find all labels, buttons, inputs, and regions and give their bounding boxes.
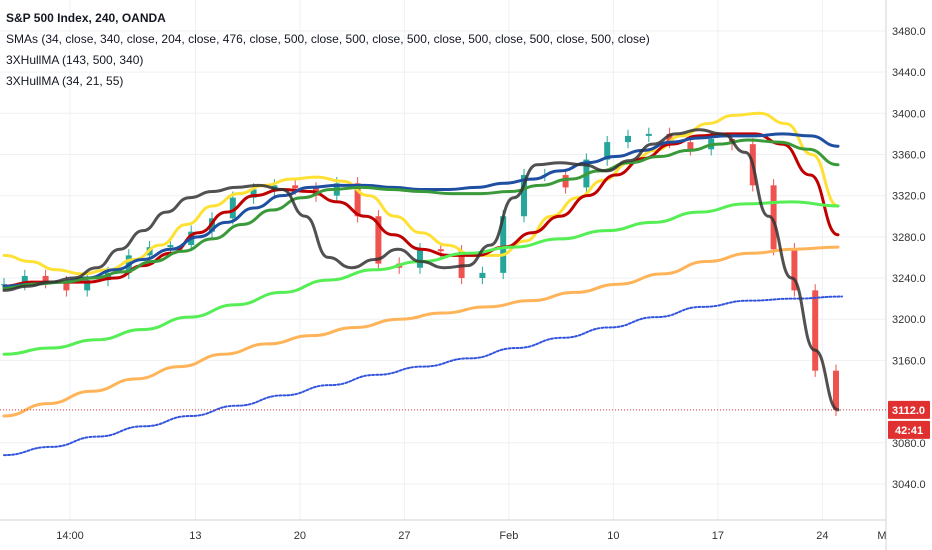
candle-body	[21, 275, 28, 285]
y-tick-label: 3400.0	[892, 108, 926, 120]
candle-body	[812, 290, 819, 371]
x-tick-label: 24	[816, 530, 828, 542]
candle-body	[500, 216, 507, 273]
candle-body	[770, 185, 777, 250]
y-tick-label: 3080.0	[892, 438, 926, 450]
indicator-line-red	[2, 132, 840, 288]
y-tick-label: 3480.0	[892, 26, 926, 38]
candle-body	[167, 245, 174, 248]
x-tick-label: 13	[189, 530, 201, 542]
x-tick-label: 17	[712, 530, 724, 542]
candle-body	[63, 282, 70, 291]
candle-body	[417, 249, 423, 268]
x-tick-label: 27	[398, 530, 410, 542]
candle-body	[645, 133, 652, 136]
last-price-badge	[888, 400, 930, 419]
candle-body	[687, 142, 694, 150]
candle-body	[833, 370, 839, 410]
indicator-label-hull-1[interactable]: 3XHullMA (143, 500, 340)	[6, 53, 144, 67]
indicator-line-dark-gray	[2, 128, 840, 412]
y-tick-label: 3200.0	[892, 314, 926, 326]
candle-body	[791, 249, 798, 291]
candle-body	[229, 197, 236, 219]
countdown-badge	[888, 420, 930, 439]
last-price-text: 3112.0	[892, 405, 925, 417]
candle-body	[42, 275, 49, 283]
x-tick-label: 20	[294, 530, 306, 542]
candle-body	[562, 175, 569, 188]
y-tick-label: 3280.0	[892, 232, 926, 244]
indicator-label-smas[interactable]: SMAs (34, close, 340, close, 204, close,…	[6, 32, 650, 46]
y-tick-label: 3320.0	[892, 191, 926, 203]
y-tick-label: 3240.0	[892, 273, 926, 285]
countdown-text: 42:41	[895, 425, 923, 437]
indicator-line-yellow	[2, 111, 840, 276]
x-tick-label: 14:00	[56, 530, 84, 542]
candle-body	[625, 135, 631, 143]
indicator-line-blue	[2, 132, 840, 288]
candle-body	[604, 142, 611, 160]
candle-body	[354, 183, 361, 217]
candle-body	[292, 185, 299, 189]
x-tick-label: M	[877, 530, 886, 542]
y-tick-label: 3160.0	[892, 355, 926, 367]
y-tick-label: 3040.0	[892, 479, 926, 491]
y-tick-label: 3360.0	[892, 149, 926, 161]
candle-body	[437, 249, 444, 252]
candle-body	[375, 216, 382, 264]
candle-body	[250, 189, 257, 198]
candle-body	[666, 133, 673, 143]
y-tick-label: 3440.0	[892, 67, 926, 79]
candle-body	[479, 272, 486, 279]
legend: S&P 500 Index, 240, OANDA SMAs (34, clos…	[6, 8, 650, 92]
x-tick-label: 10	[607, 530, 619, 542]
indicator-line-dark-green	[2, 138, 840, 290]
candle-body	[84, 280, 91, 291]
chart-title: S&P 500 Index, 240, OANDA	[6, 11, 166, 25]
candle-body	[521, 175, 527, 217]
x-tick-label: Feb	[499, 530, 518, 542]
indicator-line-dotted-blue	[3, 295, 843, 457]
indicator-line-orange	[2, 245, 840, 418]
indicator-lines	[2, 111, 843, 457]
indicator-label-hull-2[interactable]: 3XHullMA (34, 21, 55)	[6, 74, 124, 88]
candle-body	[1, 284, 7, 286]
